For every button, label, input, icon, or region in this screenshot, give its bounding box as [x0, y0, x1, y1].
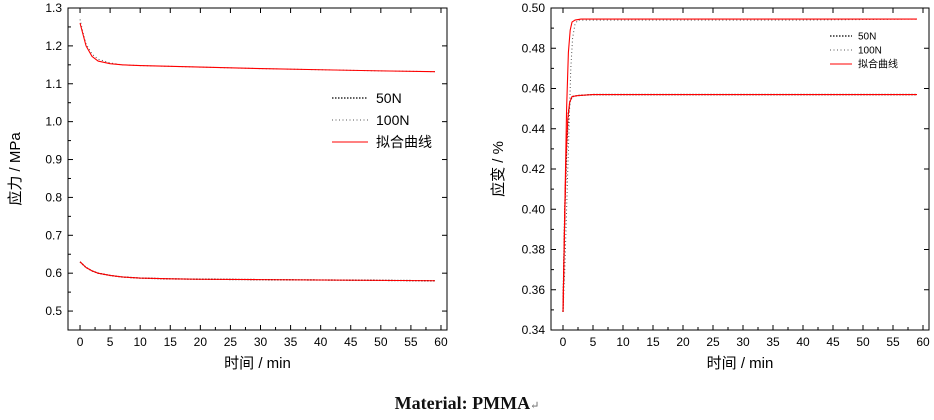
panel-2-series-line [562, 18, 917, 312]
panel-2-x-tick-label: 30 [736, 335, 750, 349]
panel-2-x-tick-label: 20 [676, 335, 690, 349]
panel-2-x-tick-label: 40 [796, 335, 810, 349]
panel-1-x-tick-label: 45 [344, 335, 358, 349]
panel-1-y-tick-label: 1.1 [45, 77, 62, 91]
panel-1-legend-label: 50N [376, 90, 402, 106]
panel-1-legend-label: 100N [376, 112, 409, 128]
panel-1-series-group [79, 19, 435, 282]
panel-2-legend-label: 拟合曲线 [858, 58, 898, 71]
panel-1-series-line [79, 261, 435, 282]
panel-1-y-tick-label: 1.0 [45, 115, 62, 129]
panel-1-x-tick-label: 50 [374, 335, 388, 349]
panel-1-x-axis-title: 时间 / min [224, 355, 291, 372]
panel-1-y-tick-label: 0.6 [45, 266, 62, 280]
panel-1-plot-frame [67, 7, 448, 331]
panel-2-x-tick-label: 45 [826, 335, 840, 349]
panel-1-legend-label: 拟合曲线 [376, 134, 432, 150]
panel-1-y-tick-label: 0.8 [45, 190, 62, 204]
panel-2-series-group [562, 18, 918, 312]
caption-material: PMMA [472, 393, 531, 413]
panel-2-x-tick-label: 60 [916, 335, 930, 349]
panel-2-legend-label: 100N [858, 46, 882, 57]
panel-1-x-tick-label: 20 [194, 335, 208, 349]
panel-2-y-tick-label: 0.34 [522, 323, 546, 337]
panel-1-y-tick-label: 0.5 [45, 304, 62, 318]
panel-1-series-line [79, 19, 435, 73]
panel-2-x-tick-label: 0 [560, 335, 567, 349]
panel-1-x-tick-label: 0 [77, 335, 84, 349]
panel-2-x-tick-label: 55 [886, 335, 900, 349]
panel-1-x-tick-label: 40 [314, 335, 328, 349]
panel-1-y-tick-label: 0.9 [45, 153, 62, 167]
figure-canvas: 0 5 10 15 20 25 30 35 40 45 50 55 600.50.60.70.80.91… [6, 1, 930, 372]
panel-2-x-tick-label: 35 [766, 335, 780, 349]
panel-2-series-line [562, 93, 917, 312]
panel-1: 0 5 10 15 20 25 30 35 40 45 50 55 60 0.5 0.6 0.7 0.8 0.9 1… [6, 1, 448, 372]
panel-2-x-tick-label: 5 [590, 335, 597, 349]
panel-1-x-tick-label: 35 [284, 335, 298, 349]
panel-2-legend-label: 50N [858, 32, 876, 43]
panel-2-x-tick-label: 15 [646, 335, 660, 349]
panel-1-y-axis-title: 应力 / MPa [6, 132, 24, 206]
panel-2-series-line [562, 93, 917, 312]
panel-1-x-tick-label: 5 [107, 335, 114, 349]
panel-2-y-tick-label: 0.40 [522, 202, 546, 216]
panel-1-x-tick-label: 25 [224, 335, 238, 349]
paragraph-mark: ↵ [530, 400, 540, 412]
panel-1-x-tick-label: 30 [254, 335, 268, 349]
panel-2-y-tick-label: 0.44 [522, 122, 546, 136]
panel-2-y-tick-label: 0.48 [522, 41, 546, 55]
panel-2-y-tick-label: 0.42 [522, 162, 546, 176]
panel-2-y-tick-label: 0.38 [522, 243, 546, 257]
panel-1-x-tick-label: 15 [164, 335, 178, 349]
panel-2-x-tick-label: 50 [856, 335, 870, 349]
panel-1-x-tick-label: 55 [404, 335, 418, 349]
material-caption: Material: PMMA↵ [0, 393, 934, 414]
panel-2-y-tick-label: 0.46 [522, 82, 546, 96]
panel-1-series-line [79, 23, 435, 73]
panel-2-y-axis-title: 应变 / % [489, 141, 507, 197]
caption-label: Material: [394, 393, 468, 413]
panel-2-x-axis-title: 时间 / min [707, 355, 774, 372]
panel-2: 0 5 10 15 20 25 30 35 40 45 50 55 60 0.34 0.36 0.38 0.40… [489, 1, 930, 372]
panel-1-x-tick-label: 60 [434, 335, 448, 349]
panel-2-x-tick-label: 10 [616, 335, 630, 349]
panel-2-y-tick-label: 0.36 [522, 283, 546, 297]
panel-1-y-tick-label: 1.3 [45, 1, 62, 15]
panel-1-y-tick-label: 0.7 [45, 228, 62, 242]
panel-2-y-tick-label: 0.50 [522, 1, 546, 15]
panel-1-x-tick-label: 10 [134, 335, 148, 349]
panel-1-y-tick-label: 1.2 [45, 39, 62, 53]
panel-2-x-tick-label: 25 [706, 335, 720, 349]
panel-1-legend: 50N 100N 拟合曲线 [332, 90, 432, 150]
